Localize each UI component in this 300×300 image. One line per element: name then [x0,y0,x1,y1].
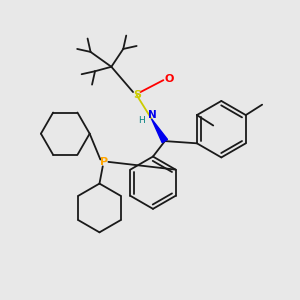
Text: N: N [148,110,157,120]
Text: S: S [133,90,141,100]
Text: H: H [139,116,145,125]
Polygon shape [152,119,167,143]
Text: O: O [164,74,173,84]
Text: P: P [100,157,108,167]
